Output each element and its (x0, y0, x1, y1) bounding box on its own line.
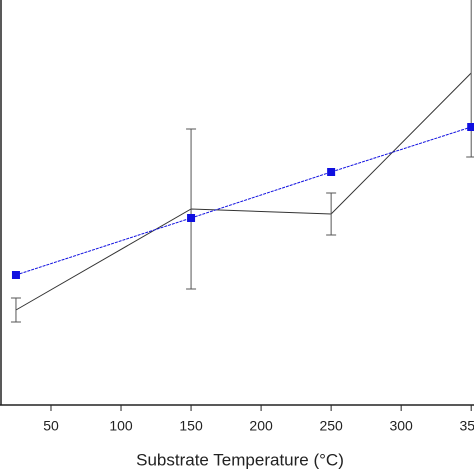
x-tick-label: 200 (249, 418, 273, 434)
error-bar (186, 128, 197, 290)
error-bar (326, 192, 337, 236)
x-tick-label: 50 (43, 418, 59, 434)
x-tick-label: 350 (460, 418, 474, 434)
error-bar (10, 297, 21, 323)
point (467, 123, 474, 131)
plot-area (10, 0, 474, 323)
series-line (15, 126, 472, 276)
x-tick-label: 150 (179, 418, 203, 434)
series-line (15, 72, 472, 311)
x-tick-label: 100 (109, 418, 133, 434)
x-tick-label: 300 (389, 418, 413, 434)
point (327, 168, 336, 176)
error-bar (466, 0, 474, 158)
x-axis-label: Substrate Temperature (°C) (136, 450, 344, 469)
x-tick-label: 250 (319, 418, 343, 434)
point (187, 214, 196, 222)
point (11, 271, 20, 279)
